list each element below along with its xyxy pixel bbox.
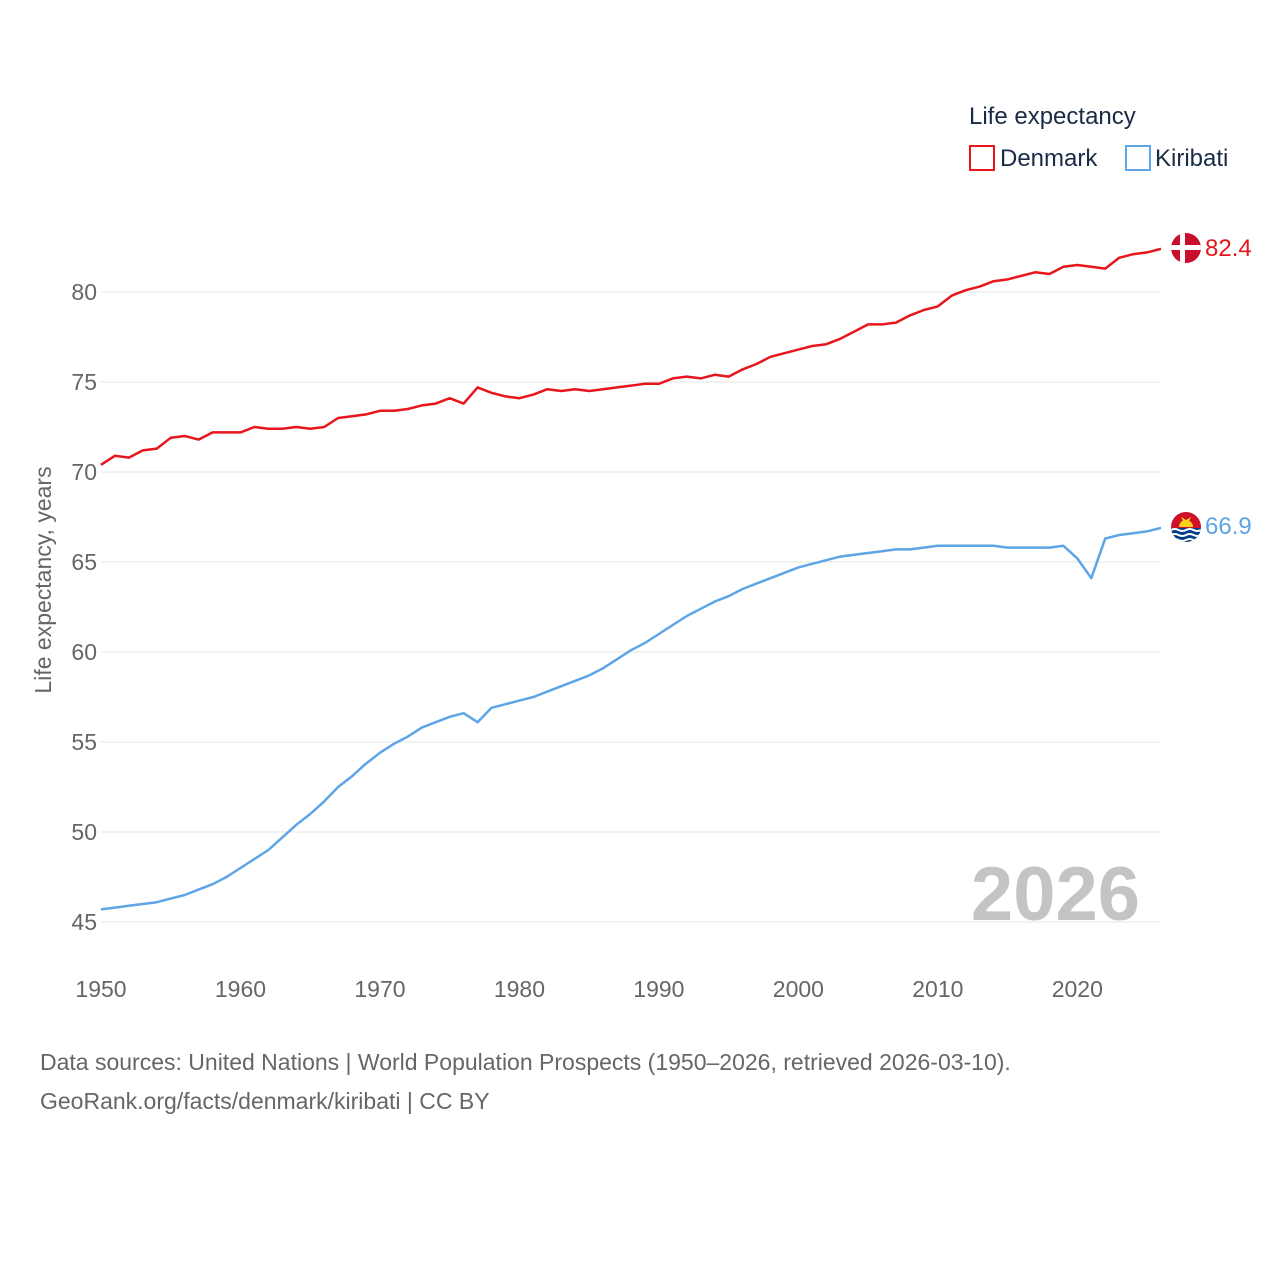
legend-swatch-kiribati [1125, 145, 1151, 171]
y-tick-label: 75 [71, 369, 97, 395]
x-tick-label: 2010 [912, 976, 963, 1002]
x-tick-label: 1980 [494, 976, 545, 1002]
y-tick-label: 65 [71, 549, 97, 575]
y-tick-label: 50 [71, 819, 97, 845]
legend-swatch-denmark [969, 145, 995, 171]
source-line-2[interactable]: GeoRank.org/facts/denmark/kiribati | CC … [40, 1088, 490, 1114]
series-line-kiribati[interactable] [100, 526, 1162, 911]
legend: Life expectancy Denmark Kiribati [969, 103, 1228, 172]
x-tick-label: 1960 [215, 976, 266, 1002]
y-tick-label: 70 [71, 459, 97, 485]
y-axis-ticks: 45 50 55 60 65 70 75 80 [71, 279, 97, 935]
series-lines [100, 247, 1162, 911]
source-line-1: Data sources: United Nations | World Pop… [40, 1049, 1011, 1075]
x-tick-label: 1970 [354, 976, 405, 1002]
y-tick-label: 55 [71, 729, 97, 755]
y-tick-label: 60 [71, 639, 97, 665]
end-label-kiribati: 66.9 [1205, 513, 1252, 540]
denmark-flag-icon [1171, 233, 1201, 263]
x-tick-label: 1990 [633, 976, 684, 1002]
y-tick-label: 45 [71, 909, 97, 935]
x-tick-label: 2020 [1052, 976, 1103, 1002]
x-axis-ticks: 1950 1960 1970 1980 1990 2000 2010 2020 [75, 976, 1102, 1002]
legend-title: Life expectancy [969, 103, 1136, 130]
x-tick-label: 2000 [773, 976, 824, 1002]
series-line-denmark[interactable] [100, 247, 1162, 466]
x-tick-label: 1950 [75, 976, 126, 1002]
end-label-denmark: 82.4 [1205, 235, 1252, 262]
legend-item-kiribati[interactable]: Kiribati [1125, 145, 1228, 172]
y-tick-label: 80 [71, 279, 97, 305]
kiribati-flag-icon [1171, 512, 1201, 542]
year-watermark: 2026 [971, 852, 1140, 937]
legend-label-denmark: Denmark [1000, 145, 1098, 172]
y-axis-title: Life expectancy, years [30, 466, 56, 693]
source-note: Data sources: United Nations | World Pop… [40, 1043, 1240, 1121]
grid-lines [101, 291, 1161, 923]
legend-label-kiribati: Kiribati [1155, 145, 1228, 172]
legend-item-denmark[interactable]: Denmark [969, 145, 1098, 172]
